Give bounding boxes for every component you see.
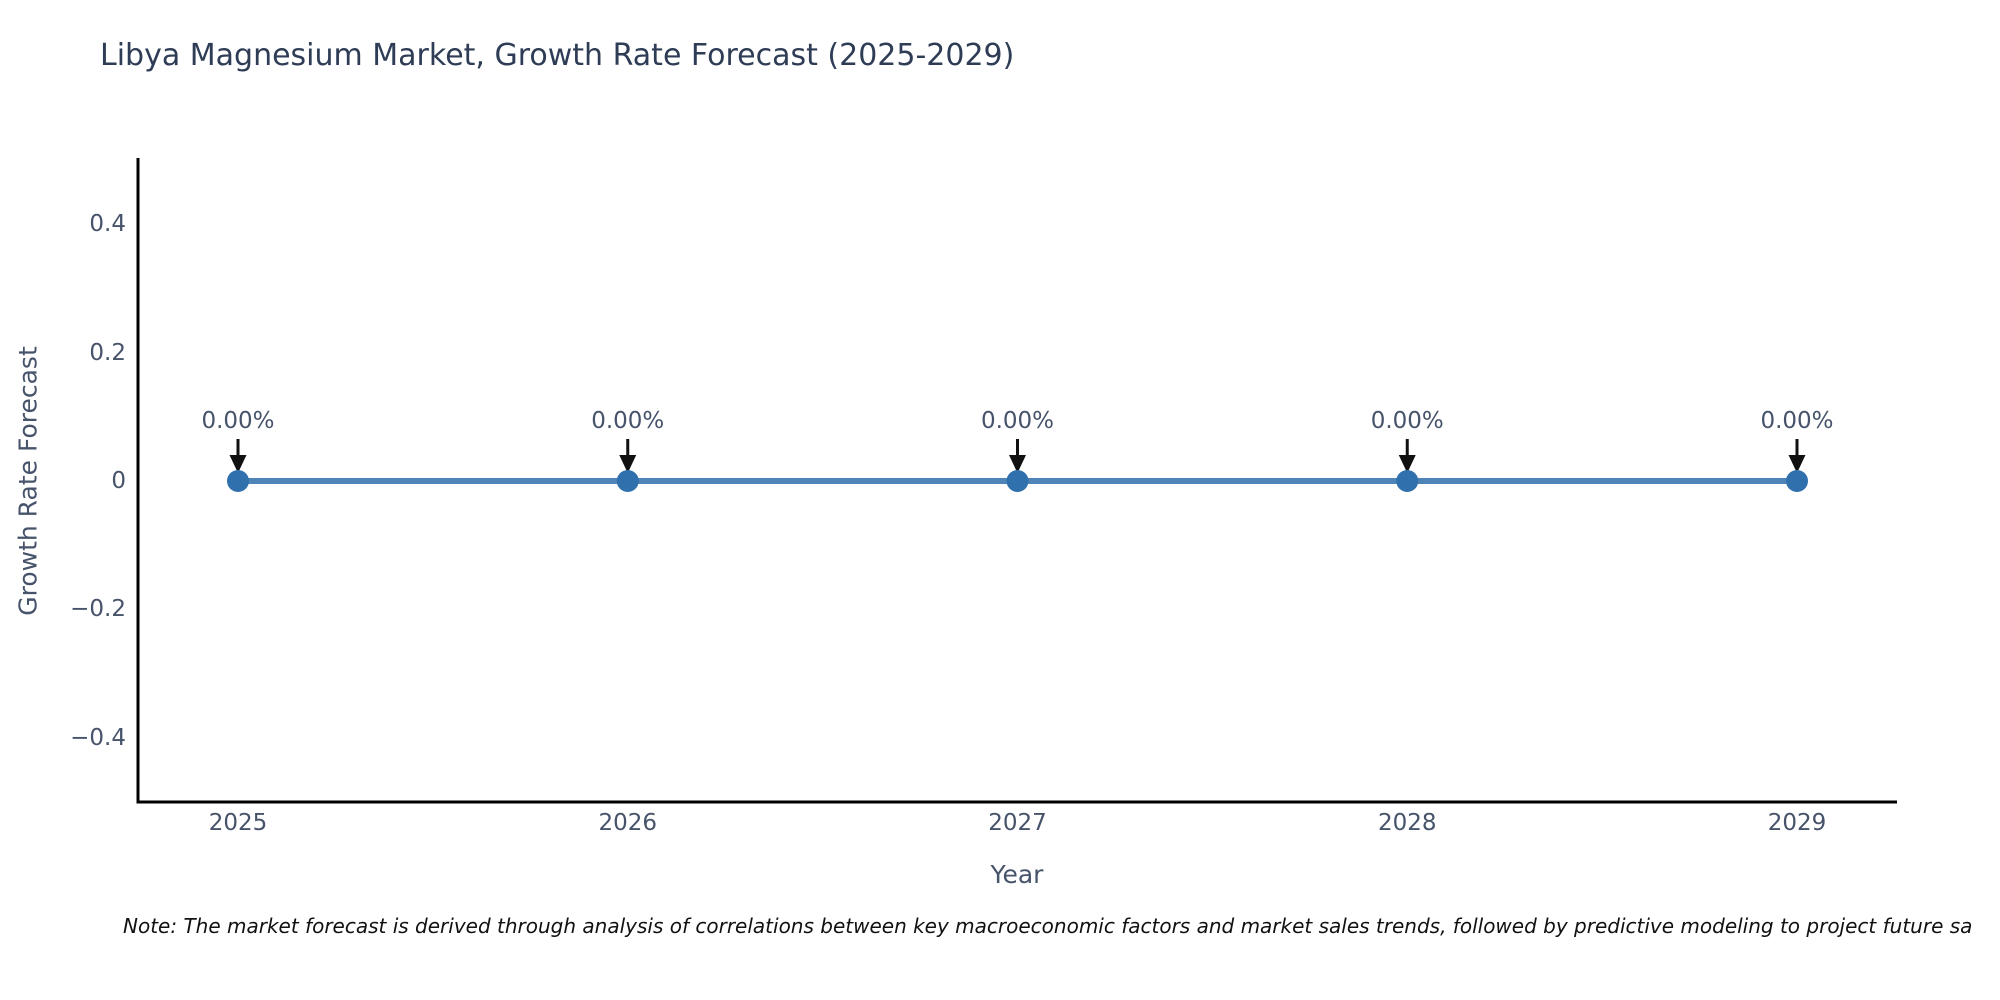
data-point-marker: [1786, 470, 1808, 492]
point-annotation-label: 0.00%: [1760, 408, 1834, 434]
x-tick-label: 2025: [208, 810, 268, 836]
annotation-arrowhead: [619, 455, 637, 473]
data-point-marker: [227, 470, 249, 492]
y-tick-label: −0.2: [70, 596, 126, 623]
chart-title: Libya Magnesium Market, Growth Rate Fore…: [100, 38, 1015, 73]
annotation-arrowhead: [1398, 455, 1416, 473]
x-tick-label: 2026: [598, 810, 658, 836]
point-annotation-label: 0.00%: [1370, 408, 1444, 434]
annotation-arrowhead: [1788, 455, 1806, 473]
point-annotation-label: 0.00%: [201, 408, 275, 434]
chart-note: Note: The market forecast is derived thr…: [123, 914, 1973, 938]
point-annotation-label: 0.00%: [591, 408, 665, 434]
data-point-marker: [616, 470, 639, 492]
x-tick-label: 2027: [988, 810, 1047, 836]
y-tick-label: 0: [111, 468, 126, 494]
x-axis-title: Year: [990, 860, 1044, 889]
data-point-marker: [1006, 470, 1029, 492]
x-tick-label: 2029: [1767, 810, 1827, 836]
y-tick-label: 0.4: [89, 211, 126, 238]
y-axis-title: Growth Rate Forecast: [13, 346, 43, 616]
annotation-arrowhead: [229, 455, 247, 473]
y-tick-label: −0.4: [70, 724, 126, 751]
y-tick-label: 0.2: [89, 339, 126, 366]
x-tick-label: 2028: [1377, 810, 1437, 836]
annotation-arrowhead: [1009, 455, 1026, 473]
data-point-marker: [1396, 470, 1419, 492]
point-annotation-label: 0.00%: [980, 408, 1055, 434]
